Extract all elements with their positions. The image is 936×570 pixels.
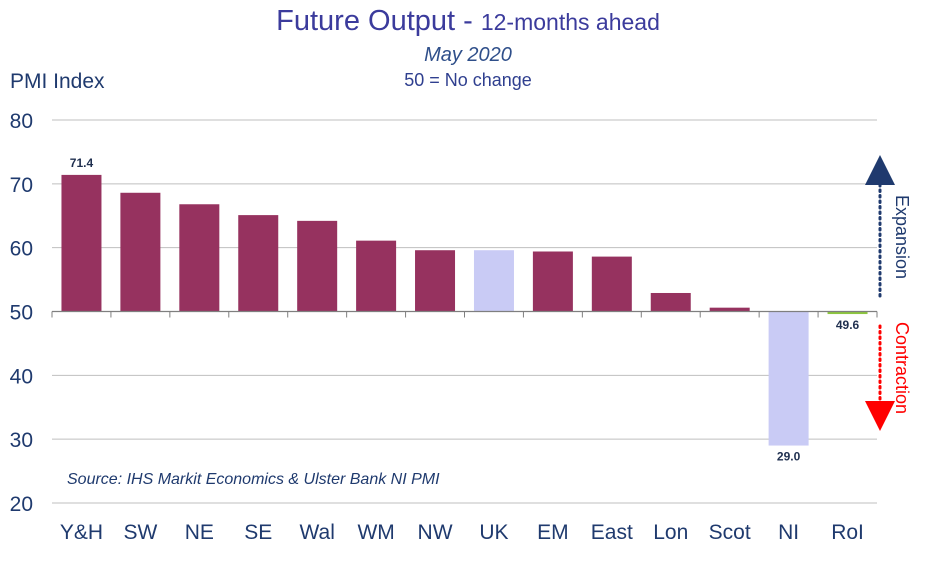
bar: [415, 250, 456, 312]
data-label: 29.0: [777, 450, 801, 464]
source-note: Source: IHS Markit Economics & Ulster Ba…: [67, 471, 440, 488]
chart-title: Future Output - 12-months ahead: [0, 5, 936, 38]
chart-note: 50 = No change: [404, 70, 532, 90]
bar: [61, 174, 102, 312]
bar: [179, 204, 220, 312]
x-tick-label: SE: [244, 521, 272, 544]
x-tick-label: NE: [185, 521, 214, 544]
data-label: 49.6: [836, 318, 860, 332]
bar: [356, 240, 397, 312]
bar: [532, 251, 573, 312]
y-tick-label: 70: [10, 174, 33, 197]
y-axis-label: PMI Index: [10, 70, 105, 93]
bar: [650, 292, 691, 312]
bar: [297, 220, 338, 312]
y-tick-label: 40: [10, 365, 33, 388]
contraction-label: Contraction: [892, 322, 912, 414]
x-tick-label: EM: [537, 521, 569, 544]
y-tick-label: 20: [10, 493, 33, 516]
chart-subtitle: May 2020: [424, 44, 512, 66]
y-tick-label: 30: [10, 429, 33, 452]
expansion-label: Expansion: [892, 195, 912, 279]
x-tick-label: Wal: [299, 521, 334, 544]
bar: [120, 192, 161, 312]
chart-title-main: Future Output -: [276, 5, 481, 37]
bar: [238, 215, 279, 312]
data-label: 71.4: [70, 156, 94, 170]
y-tick-label: 60: [10, 238, 33, 261]
x-tick-label: NI: [778, 521, 799, 544]
bar: [709, 307, 750, 312]
x-tick-label: UK: [479, 521, 508, 544]
x-tick-label: Lon: [653, 521, 688, 544]
y-tick-label: 80: [10, 110, 33, 133]
x-tick-label: Y&H: [60, 521, 103, 544]
y-tick-label: 50: [10, 302, 33, 325]
x-tick-label: NW: [418, 521, 453, 544]
x-tick-label: WM: [357, 521, 394, 544]
x-tick-label: SW: [123, 521, 157, 544]
bar: [768, 311, 809, 446]
chart-title-suffix: 12-months ahead: [480, 9, 660, 35]
bar: [591, 256, 632, 312]
x-tick-label: RoI: [831, 521, 864, 544]
x-tick-label: East: [591, 521, 633, 544]
bar: [473, 250, 514, 312]
bar: [827, 311, 868, 315]
x-tick-label: Scot: [709, 521, 751, 544]
